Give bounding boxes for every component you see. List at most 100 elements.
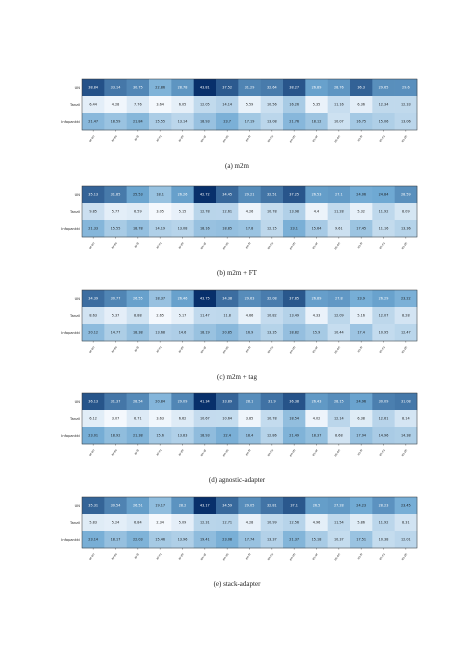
cell-value: 15.55 bbox=[155, 120, 165, 124]
column-label: en-zh bbox=[288, 552, 296, 561]
cell-value: 18.17 bbox=[111, 538, 121, 542]
column-label: ar-es bbox=[110, 345, 118, 354]
cell-value: 21.76 bbox=[289, 120, 299, 124]
heatmap-cell bbox=[327, 531, 351, 549]
heatmap-cell bbox=[260, 79, 284, 97]
cell-value: 38.27 bbox=[289, 86, 299, 90]
heatmap-cell bbox=[193, 307, 217, 325]
cell-value: 9.85 bbox=[89, 210, 97, 214]
heatmap-cell bbox=[394, 113, 418, 131]
column-label: ar-ru bbox=[155, 345, 162, 353]
cell-value: 4.66 bbox=[246, 314, 254, 318]
heatmap-cell bbox=[260, 410, 284, 428]
cell-value: 20.85 bbox=[222, 331, 232, 335]
heatmap-cell bbox=[149, 427, 172, 445]
row-label: UN bbox=[75, 504, 81, 508]
cell-value: 41.34 bbox=[200, 400, 210, 404]
heatmap-cell bbox=[305, 427, 328, 445]
heatmap-cell bbox=[350, 531, 373, 549]
cell-value: 31.9 bbox=[268, 400, 276, 404]
column-label: ar-es bbox=[110, 448, 118, 457]
heatmap-cell bbox=[350, 514, 373, 532]
cell-value: 24.23 bbox=[356, 504, 366, 508]
cell-value: 15.55 bbox=[111, 227, 121, 231]
cell-value: 4.28 bbox=[112, 103, 120, 107]
column-label: ar-fr bbox=[133, 345, 140, 353]
heatmap-cell bbox=[305, 393, 328, 411]
heatmap-cell bbox=[372, 307, 395, 325]
cell-value: 13.98 bbox=[289, 210, 299, 214]
heatmap-cell bbox=[216, 220, 239, 238]
cell-value: 17.19 bbox=[245, 120, 255, 124]
cell-value: 12.15 bbox=[267, 227, 277, 231]
cell-value: 22.86 bbox=[155, 86, 165, 90]
cell-value: 12.61 bbox=[222, 210, 232, 214]
cell-value: 11.8 bbox=[223, 314, 231, 318]
heatmap-cell bbox=[238, 514, 261, 532]
cell-value: 5.59 bbox=[246, 103, 254, 107]
heatmap-cell bbox=[193, 531, 217, 549]
cell-value: 10.78 bbox=[267, 417, 277, 421]
cell-value: 7.76 bbox=[134, 103, 142, 107]
cell-value: 18.93 bbox=[200, 120, 210, 124]
cell-value: 31.85 bbox=[111, 193, 121, 197]
heatmap-cell bbox=[193, 220, 217, 238]
cell-value: 10.67 bbox=[200, 417, 210, 421]
heatmap-cell bbox=[372, 514, 395, 532]
cell-value: 33.14 bbox=[111, 86, 121, 90]
column-label: es-ru bbox=[378, 552, 386, 561]
heatmap-cell bbox=[126, 186, 150, 204]
cell-value: 13.96 bbox=[178, 538, 188, 542]
heatmap-cell bbox=[283, 514, 306, 532]
cell-value: 6.05 bbox=[179, 103, 187, 107]
cell-value: 34.38 bbox=[222, 297, 232, 301]
cell-value: 30.77 bbox=[111, 297, 121, 301]
cell-value: 26.29 bbox=[379, 297, 389, 301]
cell-value: 5.16 bbox=[357, 314, 365, 318]
cell-value: 3.63 bbox=[156, 417, 164, 421]
column-label: es-fr bbox=[356, 345, 364, 353]
column-label: ar-en bbox=[88, 552, 96, 561]
heatmap-cell bbox=[260, 514, 284, 532]
heatmap-cell bbox=[283, 186, 306, 204]
heatmap-cell bbox=[82, 203, 105, 221]
heatmap-cell bbox=[193, 290, 217, 308]
cell-value: 31.08 bbox=[401, 400, 411, 404]
heatmap-cell bbox=[238, 113, 261, 131]
heatmap-cell bbox=[305, 79, 328, 97]
heatmap-cell bbox=[82, 514, 105, 532]
heatmap-cell bbox=[149, 96, 172, 114]
cell-value: 14.14 bbox=[222, 103, 232, 107]
cell-value: 26.46 bbox=[178, 297, 188, 301]
heatmap-cell bbox=[171, 220, 194, 238]
cell-value: 3.05 bbox=[156, 210, 164, 214]
heatmap-cell bbox=[260, 497, 284, 515]
heatmap-panel-4: UN 35.31 30.54 26.51 19.17 28.2 43.17 34.59 29.0… bbox=[61, 496, 418, 588]
cell-value: 31.29 bbox=[245, 86, 255, 90]
cell-value: 10.38 bbox=[379, 538, 389, 542]
row-label: Tanzil bbox=[69, 210, 80, 214]
heatmap-cell bbox=[350, 220, 373, 238]
heatmap-cell bbox=[394, 497, 418, 515]
cell-value: 35.13 bbox=[88, 193, 98, 197]
heatmap-cell bbox=[372, 497, 395, 515]
heatmap-cell bbox=[327, 410, 351, 428]
heatmap-cell bbox=[82, 186, 105, 204]
heatmap-cell bbox=[394, 186, 418, 204]
cell-value: 4.02 bbox=[313, 417, 321, 421]
heatmap-cell bbox=[327, 514, 351, 532]
heatmap-cell bbox=[350, 324, 373, 342]
cell-value: 2.65 bbox=[156, 314, 164, 318]
heatmap-cell bbox=[238, 410, 261, 428]
heatmap-cell bbox=[82, 220, 105, 238]
heatmap-cell bbox=[171, 514, 194, 532]
column-label: en-ru bbox=[266, 241, 274, 250]
heatmap-cell bbox=[171, 497, 194, 515]
column-label: en-es bbox=[221, 448, 229, 457]
cell-value: 13.14 bbox=[178, 120, 188, 124]
cell-value: 6.38 bbox=[357, 417, 365, 421]
column-label: es-en bbox=[333, 134, 341, 143]
column-label: en-zh bbox=[288, 345, 296, 354]
heatmap-cell bbox=[149, 307, 172, 325]
heatmap-cell bbox=[216, 290, 239, 308]
